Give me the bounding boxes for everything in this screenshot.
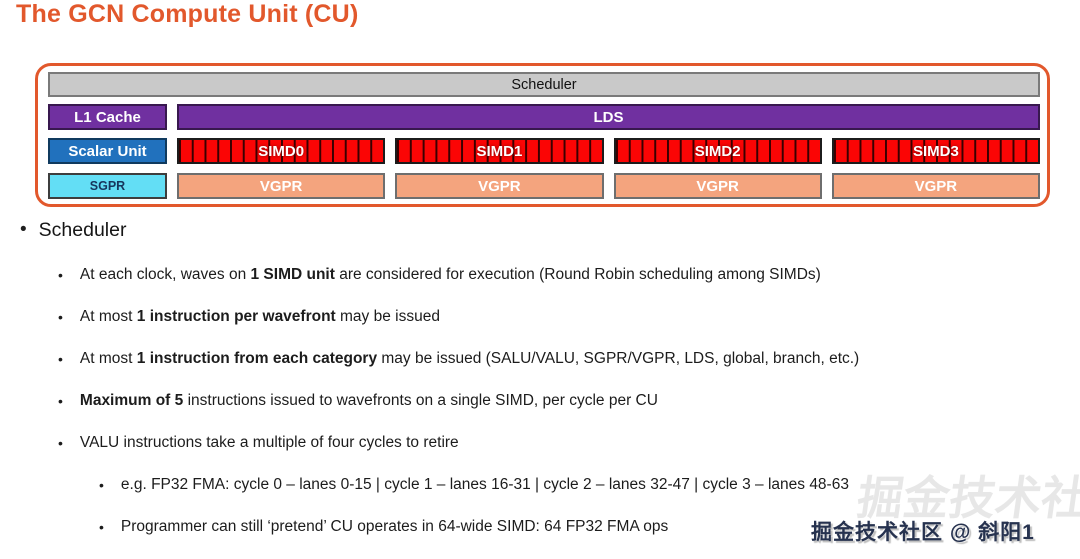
bullet-section: • Scheduler • At each clock, waves on 1 S… bbox=[0, 218, 1080, 559]
simd0-block: SIMD0 bbox=[177, 138, 386, 164]
scalar-unit-block: Scalar Unit bbox=[48, 138, 167, 164]
cu-diagram: Scheduler L1 Cache LDS Scalar Unit SIMD0… bbox=[35, 63, 1050, 207]
bullet-icon: • bbox=[58, 309, 63, 325]
register-row: SGPR VGPR VGPR VGPR VGPR bbox=[48, 173, 1040, 199]
bullet-item: • At each clock, waves on 1 SIMD unit are… bbox=[58, 265, 1080, 285]
community-watermark: 掘金技术社区 @ 斜阳1 bbox=[811, 521, 1035, 544]
bullet-text: e.g. FP32 FMA: cycle 0 – lanes 0-15 | cy… bbox=[120, 476, 849, 493]
bullet-item: • At most 1 instruction from each categor… bbox=[58, 349, 1080, 369]
vgpr2-block: VGPR bbox=[613, 173, 822, 199]
bullet-text: VALU instructions take a multiple of fou… bbox=[79, 434, 459, 451]
bullet-item: • Maximum of 5 instructions issued to wav… bbox=[58, 391, 1080, 411]
vgpr1-block: VGPR bbox=[395, 173, 604, 199]
bullet-item: • VALU instructions take a multiple of fo… bbox=[58, 433, 1080, 453]
bullet-list: • At each clock, waves on 1 SIMD unit are… bbox=[0, 265, 1080, 537]
bullet-item: • Programmer can still ‘pretend’ CU opera… bbox=[99, 517, 1080, 537]
simd2-block: SIMD2 bbox=[613, 138, 822, 164]
bullet-text: At most 1 instruction per wavefront may … bbox=[79, 308, 440, 325]
bullet-icon: • bbox=[20, 219, 27, 240]
bullet-icon: • bbox=[58, 393, 63, 409]
bullet-icon: • bbox=[58, 267, 63, 283]
bullet-text: Maximum of 5 instructions issued to wave… bbox=[79, 392, 658, 409]
vgpr3-block: VGPR bbox=[831, 173, 1040, 199]
lds-block: LDS bbox=[177, 104, 1040, 130]
simd-row: Scalar Unit SIMD0 SIMD1 SIMD2 SIMD3 bbox=[48, 138, 1040, 164]
bullet-icon: • bbox=[99, 477, 104, 493]
vgpr0-block: VGPR bbox=[177, 173, 386, 199]
simd1-block: SIMD1 bbox=[395, 138, 604, 164]
bullet-icon: • bbox=[58, 435, 63, 451]
bullet-item: • At most 1 instruction per wavefront may… bbox=[58, 307, 1080, 327]
l1-cache-block: L1 Cache bbox=[48, 104, 167, 130]
cache-lds-row: L1 Cache LDS bbox=[48, 104, 1040, 130]
bullet-icon: • bbox=[99, 519, 104, 535]
bullet-text: At each clock, waves on 1 SIMD unit are … bbox=[79, 266, 821, 283]
bullet-item: • e.g. FP32 FMA: cycle 0 – lanes 0-15 | c… bbox=[99, 475, 1080, 495]
bullet-text: At most 1 instruction from each category… bbox=[79, 350, 860, 367]
section-heading: • Scheduler bbox=[20, 218, 1080, 242]
scheduler-block: Scheduler bbox=[48, 72, 1040, 97]
bullet-icon: • bbox=[58, 351, 63, 367]
sgpr-block: SGPR bbox=[48, 173, 167, 199]
section-heading-label: Scheduler bbox=[38, 219, 127, 241]
page-title: The GCN Compute Unit (CU) bbox=[16, 0, 359, 28]
bullet-text: Programmer can still ‘pretend’ CU operat… bbox=[120, 518, 669, 535]
simd3-block: SIMD3 bbox=[831, 138, 1040, 164]
